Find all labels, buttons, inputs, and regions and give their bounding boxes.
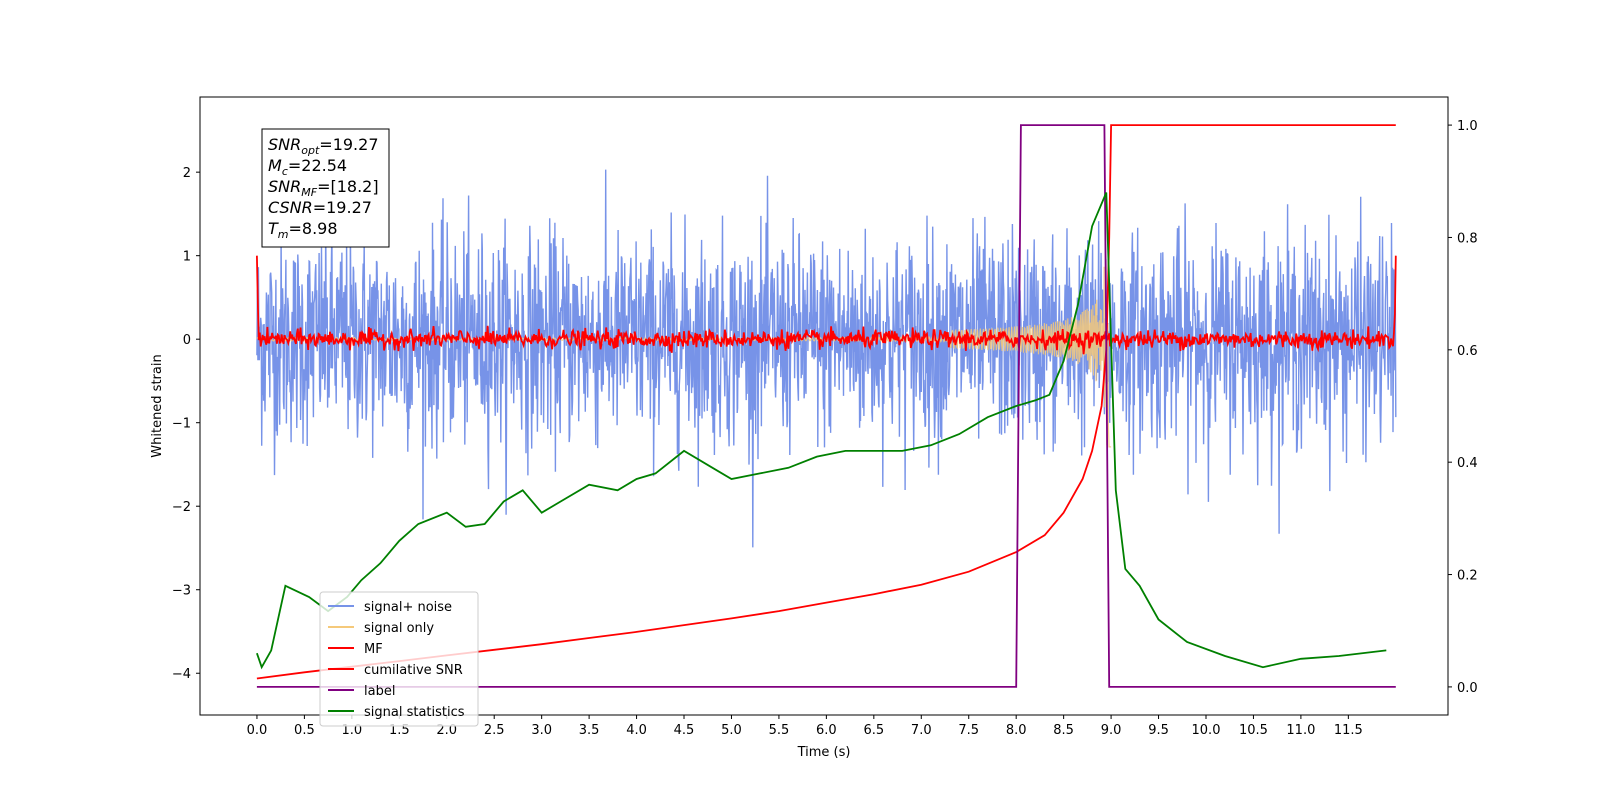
y-tick-label: −2 [172,500,191,515]
y-tick-label: −4 [172,667,191,682]
x-tick-label: 0.5 [294,723,315,738]
x-tick-label: 5.5 [769,723,790,738]
legend-label: signal+ noise [364,600,452,615]
x-tick-label: 11.0 [1286,723,1315,738]
y-tick-label: 0 [183,333,191,348]
x-tick-label: 7.0 [911,723,932,738]
legend: signal+ noise signal only MF cumilative SNR… [319,591,479,727]
stats-annotation-box [261,128,390,248]
x-tick-label: 1.5 [389,723,410,738]
x-axis: 0.0 0.5 1.0 1.5 2.0 2.5 3.0 3.5 4.0 4.5 5.0 5.5 6.0 6… [247,715,1363,738]
y-tick-label: −3 [172,584,191,599]
x-tick-label: 7.5 [958,723,979,738]
y-tick-label: 2 [183,166,191,181]
x-tick-label: 3.0 [531,723,552,738]
x-tick-label: 5.0 [721,723,742,738]
stats-annotation-line: Tm=8.98 [268,219,338,241]
y-tick-label: −1 [172,417,191,432]
series-signal-statistics-line [256,192,1387,670]
x-tick-label: 6.0 [816,723,837,738]
y-axis-right: 1.0 0.8 0.6 0.4 0.2 0.0 [1448,119,1478,696]
series-label-line [256,124,1396,688]
x-tick-label: 9.5 [1148,723,1169,738]
x-axis-label: Time (s) [797,745,851,760]
x-tick-label: 10.5 [1239,723,1268,738]
stats-annotation: SNRopt=19.27Mc=22.54SNRMF=[18.2]CSNR=19.… [261,128,390,248]
stats-annotation-line: SNRMF=[18.2] [268,177,379,199]
legend-label: signal statistics [364,705,465,720]
legend-label: signal only [364,621,434,636]
x-tick-label: 11.5 [1334,723,1363,738]
legend-label: MF [364,642,383,657]
plot-frame [199,96,1449,716]
x-tick-label: 0.0 [247,723,268,738]
stats-annotation-line: Mc=22.54 [268,156,347,178]
y-axis-left: 2 1 0 −1 −2 −3 −4 [172,166,200,682]
y2-tick-label: 0.0 [1457,681,1478,696]
stats-annotation-line: SNRopt=19.27 [268,135,379,157]
x-tick-label: 3.5 [579,723,600,738]
x-tick-label: 2.5 [484,723,505,738]
x-tick-label: 4.0 [626,723,647,738]
x-tick-label: 2.0 [436,723,457,738]
x-tick-label: 4.5 [674,723,695,738]
y2-tick-label: 0.8 [1457,231,1478,246]
series-mf-line [256,255,1397,355]
y2-tick-label: 0.4 [1457,456,1478,471]
y2-tick-label: 0.2 [1457,569,1478,584]
y2-tick-label: 1.0 [1457,119,1478,134]
x-tick-label: 10.0 [1192,723,1221,738]
y-axis-label: Whitened strain [150,354,165,457]
series-signal-noise-line [256,169,1397,548]
x-tick-label: 6.5 [863,723,884,738]
legend-frame [319,591,479,727]
x-tick-label: 8.5 [1053,723,1074,738]
legend-label: cumilative SNR [364,663,463,678]
x-tick-label: 1.0 [342,723,363,738]
x-tick-label: 8.0 [1006,723,1027,738]
legend-label: label [364,684,395,699]
y-tick-label: 1 [183,250,191,265]
x-tick-label: 9.0 [1101,723,1122,738]
stats-annotation-line: CSNR=19.27 [268,198,372,217]
y2-tick-label: 0.6 [1457,344,1478,359]
